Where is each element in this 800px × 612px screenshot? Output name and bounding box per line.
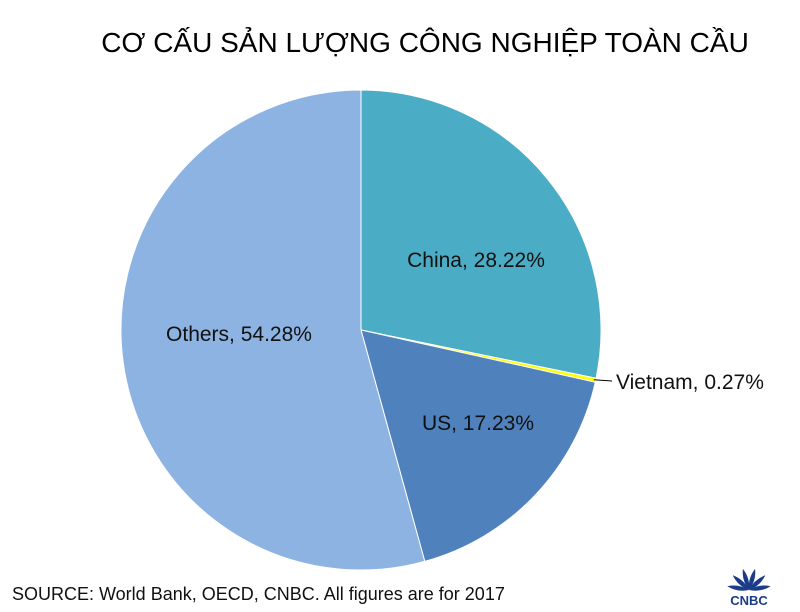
peacock-feather	[732, 575, 749, 590]
slice-label-1: Vietnam, 0.27%	[616, 371, 764, 394]
cnbc-logo: CNBC	[727, 568, 771, 608]
slice-label-0: China, 28.22%	[407, 249, 545, 272]
chart-title: CƠ CẤU SẢN LƯỢNG CÔNG NGHIỆP TOÀN CẦU	[101, 26, 749, 58]
slice-label-3: Others, 54.28%	[166, 323, 312, 346]
peacock-feather	[727, 585, 749, 591]
slice-labels: China, 28.22% Vietnam, 0.27% US, 17.23% Oth…	[166, 249, 764, 435]
source-note: SOURCE: World Bank, OECD, CNBC. All figu…	[12, 584, 505, 604]
pie-slices	[120, 89, 602, 571]
pie-slice-3	[120, 89, 426, 571]
peacock-feather	[748, 568, 756, 590]
pie-slice-0	[360, 89, 602, 379]
peacock-feather	[749, 575, 766, 590]
logo-text: CNBC	[730, 593, 768, 608]
peacock-feather	[742, 568, 750, 590]
peacock-icon	[727, 568, 771, 591]
peacock-feather	[749, 585, 771, 591]
leader-line-1	[593, 379, 613, 382]
pie-slice-2	[360, 329, 596, 562]
slice-label-2: US, 17.23%	[422, 412, 534, 435]
